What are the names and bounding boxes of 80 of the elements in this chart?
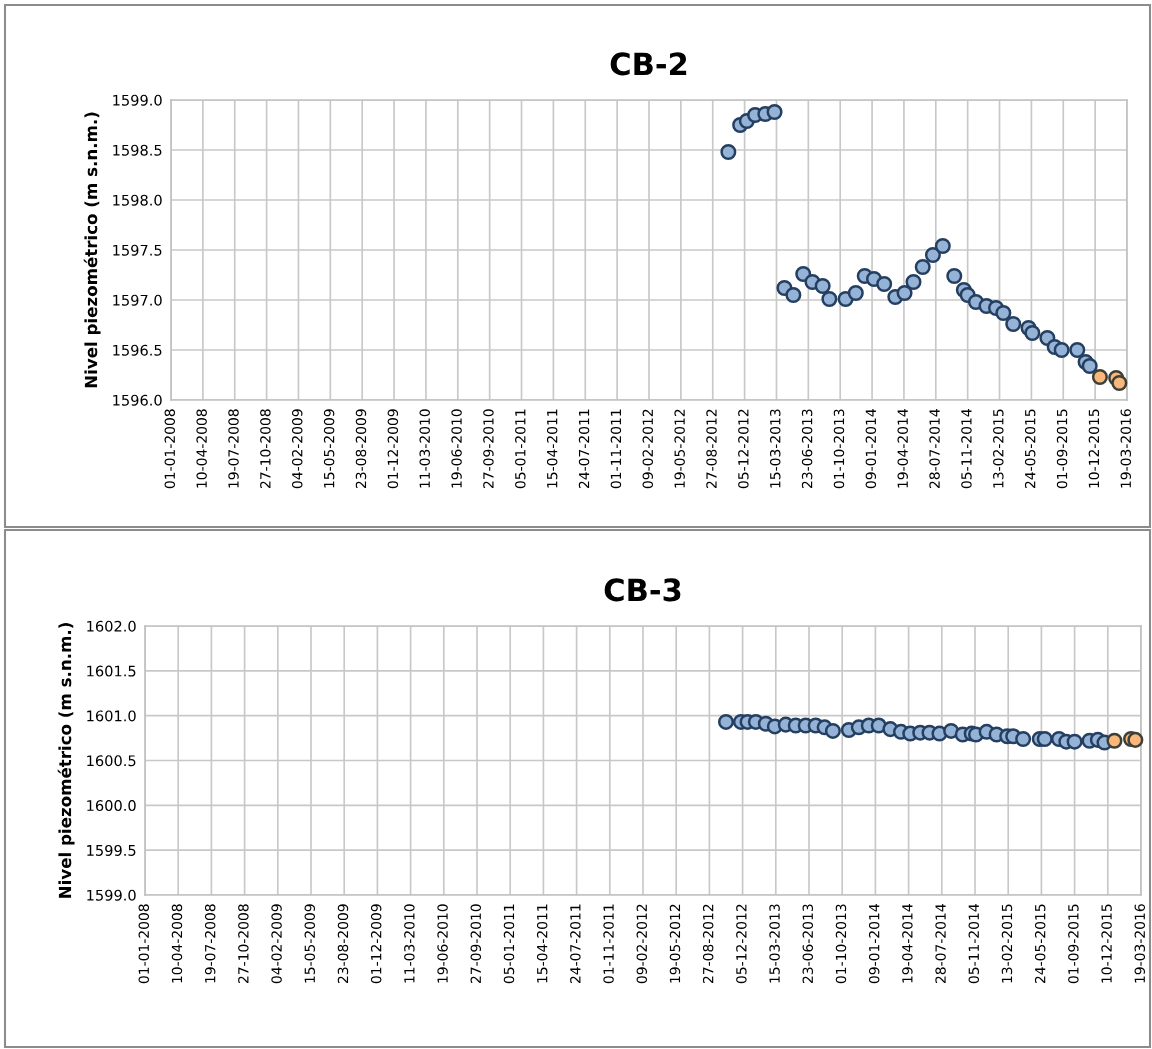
x-tick-label: 27-10-2008 [260,409,271,489]
x-tick-label: 19-04-2014 [897,409,908,488]
x-tick-label: 01-09-2015 [1056,409,1068,489]
x-tick-label: 15-03-2013 [769,904,780,983]
y-tick-label: 1597.5 [113,244,162,256]
y-axis-title: Nivel piezométrico (m s.n.m.) [83,112,101,388]
x-tick-label: 19-03-2016 [1134,904,1146,983]
x-tick-label: 19-07-2008 [228,409,239,488]
x-tick-label: 19-06-2010 [437,904,448,983]
x-tick-label: 28-07-2014 [935,904,946,984]
y-tick-label: 1598.5 [113,144,162,156]
x-tick-label: 01-11-2011 [603,904,614,984]
x-tick-label: 24-05-2015 [1034,904,1046,984]
x-tick-label: 01-09-2015 [1068,904,1079,984]
x-tick-label: 10-04-2008 [171,904,183,983]
y-tick-label: 1598.0 [113,194,162,206]
x-tick-label: 19-04-2014 [902,904,913,983]
x-tick-label: 05-12-2012 [736,904,747,984]
x-tick-label: 01-01-2008 [164,409,176,489]
y-tick-label: 1597.0 [113,294,162,306]
y-tick-label: 1599.5 [87,844,136,856]
x-tick-label: 01-10-2013 [833,409,845,489]
y-tick-label: 1601.0 [87,710,136,722]
x-tick-label: 01-01-2008 [138,904,150,984]
chart-title: CB-3 [604,578,681,602]
x-tick-label: 27-08-2012 [706,409,717,489]
x-tick-label: 27-09-2010 [470,904,482,984]
x-tick-label: 28-07-2014 [929,409,940,489]
x-tick-label: 04-02-2009 [291,409,303,489]
x-tick-label: 19-06-2010 [451,409,462,488]
x-tick-label: 10-04-2008 [196,409,207,488]
x-tick-label: 23-08-2009 [337,904,349,984]
x-tick-label: 09-02-2012 [642,409,654,489]
x-tick-label: 05-11-2014 [961,409,972,489]
x-tick-label: 19-03-2016 [1120,409,1132,488]
y-tick-label: 1599.0 [87,889,136,901]
x-tick-label: 19-07-2008 [204,904,216,983]
chart-title: CB-2 [610,52,687,76]
x-tick-label: 01-10-2013 [835,904,847,984]
x-tick-label: 01-12-2009 [387,409,399,489]
x-tick-label: 05-12-2012 [738,409,749,489]
y-tick-label: 1596.5 [113,344,162,356]
x-tick-label: 24-05-2015 [1024,409,1036,489]
x-tick-label: 09-01-2014 [865,409,877,489]
y-axis-title: Nivel piezométrico (m s.n.m.) [57,623,75,898]
x-tick-label: 01-12-2009 [370,904,382,984]
x-tick-label: 05-11-2014 [968,904,980,984]
x-tick-label: 11-03-2010 [404,904,415,983]
x-tick-label: 23-06-2013 [802,904,814,984]
x-tick-label: 27-09-2010 [483,409,494,489]
x-tick-label: 19-05-2012 [674,409,685,488]
x-tick-label: 09-02-2012 [636,904,648,984]
y-tick-label: 1602.0 [87,620,136,632]
x-tick-label: 13-02-2015 [1001,904,1013,983]
x-tick-label: 15-05-2009 [304,904,316,983]
x-tick-label: 13-02-2015 [993,409,1004,488]
x-tick-label: 15-04-2011 [546,409,558,488]
x-tick-label: 05-01-2011 [503,904,515,984]
x-tick-label: 01-11-2011 [610,409,622,489]
x-tick-label: 27-10-2008 [238,904,249,984]
x-tick-label: 10-12-2015 [1101,904,1112,983]
x-tick-label: 24-07-2011 [578,409,590,489]
x-tick-label: 27-08-2012 [702,904,714,984]
x-tick-label: 19-05-2012 [669,904,681,983]
x-tick-label: 10-12-2015 [1088,409,1100,488]
x-tick-label: 23-08-2009 [355,409,367,489]
x-tick-label: 04-02-2009 [271,904,282,984]
x-tick-label: 15-05-2009 [323,409,335,488]
y-tick-label: 1600.5 [87,755,136,767]
x-tick-label: 15-03-2013 [769,409,781,488]
x-tick-label: 05-01-2011 [515,409,526,489]
x-tick-label: 15-04-2011 [536,904,548,983]
y-tick-label: 1601.5 [87,665,136,677]
x-tick-label: 09-01-2014 [868,904,880,984]
y-tick-label: 1596.0 [113,394,162,406]
x-tick-label: 23-06-2013 [801,409,813,489]
x-tick-label: 11-03-2010 [419,409,430,488]
y-tick-label: 1600.0 [87,800,136,812]
y-tick-label: 1599.0 [113,94,162,106]
x-tick-label: 24-07-2011 [570,904,581,984]
